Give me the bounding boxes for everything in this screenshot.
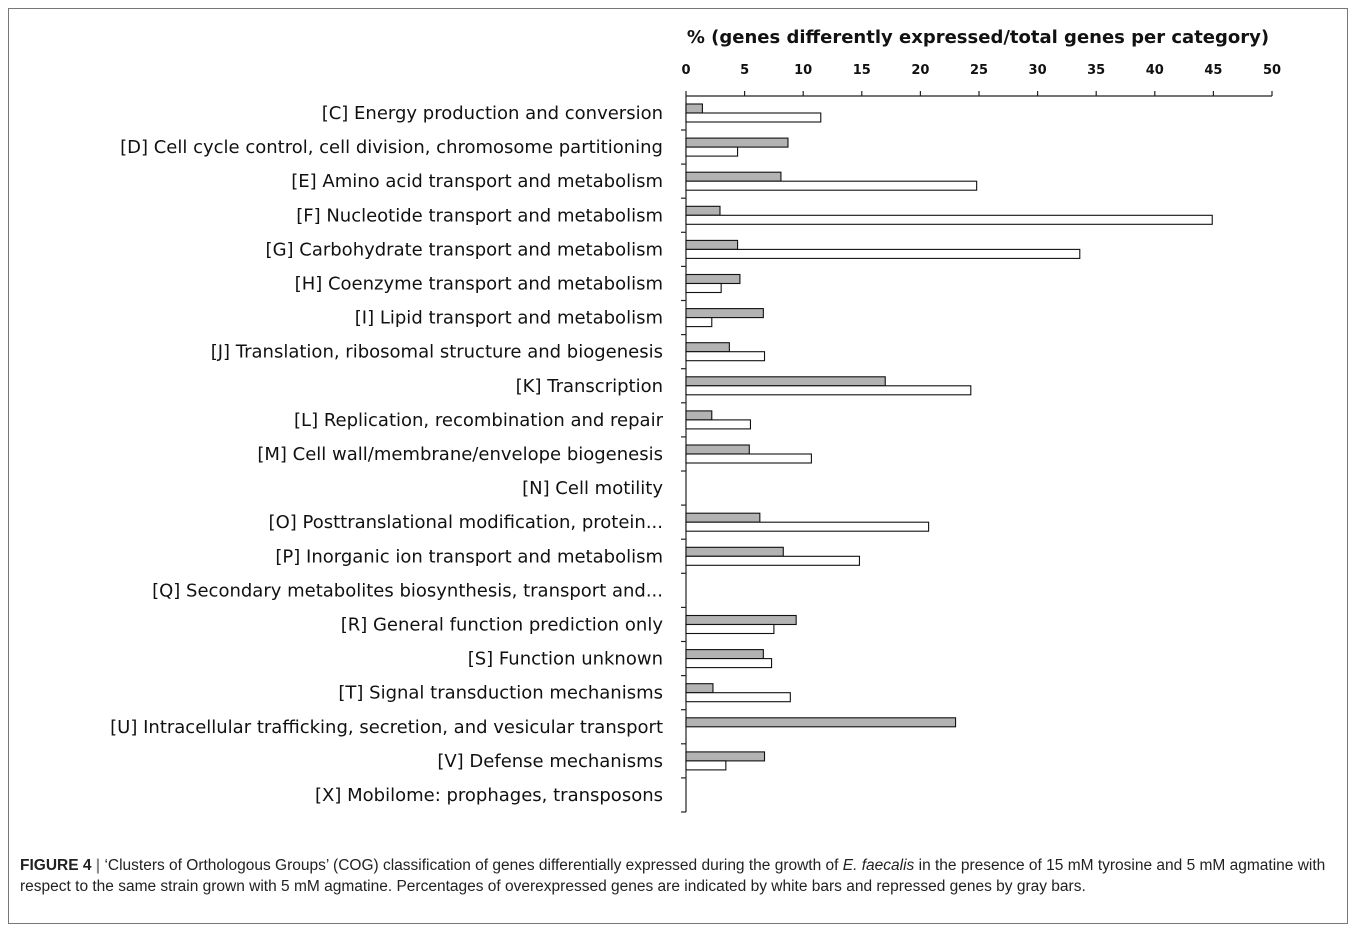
caption-label: FIGURE 4 xyxy=(20,857,91,874)
category-label: [J] Translation, ribosomal structure and… xyxy=(211,342,663,363)
category-label: [D] Cell cycle control, cell division, c… xyxy=(120,137,663,158)
category-label: [Q] Secondary metabolites biosynthesis, … xyxy=(152,580,663,601)
category-label: [E] Amino acid transport and metabolism xyxy=(291,171,663,192)
x-tick-label: 0 xyxy=(681,63,690,78)
repressed-bar xyxy=(686,752,765,761)
x-tick-label: 40 xyxy=(1146,63,1164,78)
category-label: [M] Cell wall/membrane/envelope biogenes… xyxy=(257,444,663,465)
overexpressed-bar xyxy=(686,181,977,190)
category-label: [P] Inorganic ion transport and metaboli… xyxy=(275,546,663,567)
category-label: [G] Carbohydrate transport and metabolis… xyxy=(266,239,663,260)
bars xyxy=(686,104,1212,770)
category-label: [O] Posttranslational modification, prot… xyxy=(269,512,663,533)
category-labels: [C] Energy production and conversion [D] … xyxy=(110,103,663,806)
x-tick-label: 50 xyxy=(1263,63,1281,78)
repressed-bar xyxy=(686,104,702,113)
x-tick-label: 20 xyxy=(911,63,929,78)
repressed-bar xyxy=(686,616,796,625)
overexpressed-bar xyxy=(686,318,712,327)
repressed-bar xyxy=(686,377,885,386)
x-tick-label: 30 xyxy=(1029,63,1047,78)
repressed-bar xyxy=(686,547,783,556)
repressed-bar xyxy=(686,445,749,454)
x-tick-label: 15 xyxy=(853,63,871,78)
category-label: [V] Defense mechanisms xyxy=(437,751,663,772)
repressed-bar xyxy=(686,240,738,249)
x-tick-label: 45 xyxy=(1204,63,1222,78)
category-label: [F] Nucleotide transport and metabolism xyxy=(296,205,663,226)
overexpressed-bar xyxy=(686,761,726,770)
overexpressed-bar xyxy=(686,284,721,293)
category-label: [L] Replication, recombination and repai… xyxy=(294,410,664,431)
category-label: [C] Energy production and conversion xyxy=(322,103,663,124)
x-axis: 0 5 10 15 20 25 30 35 40 45 50 xyxy=(681,63,1281,96)
overexpressed-bar xyxy=(686,113,821,122)
repressed-bar xyxy=(686,172,781,181)
overexpressed-bar xyxy=(686,693,790,702)
overexpressed-bar xyxy=(686,147,738,156)
category-label: [K] Transcription xyxy=(516,376,663,397)
category-label: [H] Coenzyme transport and metabolism xyxy=(295,274,663,295)
overexpressed-bar xyxy=(686,386,971,395)
overexpressed-bar xyxy=(686,249,1080,258)
figure-caption: FIGURE 4 | ‘Clusters of Orthologous Grou… xyxy=(20,855,1340,897)
overexpressed-bar xyxy=(686,215,1212,224)
y-axis xyxy=(681,96,686,812)
caption-species: E. faecalis xyxy=(843,857,915,874)
category-label: [U] Intracellular trafficking, secretion… xyxy=(110,717,663,738)
overexpressed-bar xyxy=(686,420,750,429)
repressed-bar xyxy=(686,309,763,318)
repressed-bar xyxy=(686,275,740,284)
overexpressed-bar xyxy=(686,352,765,361)
category-label: [X] Mobilome: prophages, transposons xyxy=(315,785,663,806)
repressed-bar xyxy=(686,411,712,420)
overexpressed-bar xyxy=(686,522,929,531)
repressed-bar xyxy=(686,650,763,659)
repressed-bar xyxy=(686,718,956,727)
category-label: [T] Signal transduction mechanisms xyxy=(338,683,663,704)
overexpressed-bar xyxy=(686,659,772,668)
bar-chart: % (genes differently expressed/total gen… xyxy=(0,0,1358,850)
chart-title: % (genes differently expressed/total gen… xyxy=(687,27,1269,48)
caption-text-1: ‘Clusters of Orthologous Groups’ (COG) c… xyxy=(104,857,838,874)
x-tick-label: 5 xyxy=(740,63,749,78)
repressed-bar xyxy=(686,684,713,693)
overexpressed-bar xyxy=(686,625,774,634)
repressed-bar xyxy=(686,138,788,147)
repressed-bar xyxy=(686,343,729,352)
x-tick-label: 10 xyxy=(794,63,812,78)
x-tick-label: 25 xyxy=(970,63,988,78)
repressed-bar xyxy=(686,206,720,215)
overexpressed-bar xyxy=(686,454,811,463)
x-tick-label: 35 xyxy=(1087,63,1105,78)
category-label: [N] Cell motility xyxy=(522,478,663,499)
caption-separator: | xyxy=(96,857,100,874)
overexpressed-bar xyxy=(686,556,859,565)
category-label: [S] Function unknown xyxy=(468,649,663,670)
category-label: [R] General function prediction only xyxy=(341,615,664,636)
category-label: [I] Lipid transport and metabolism xyxy=(355,308,663,329)
repressed-bar xyxy=(686,513,760,522)
